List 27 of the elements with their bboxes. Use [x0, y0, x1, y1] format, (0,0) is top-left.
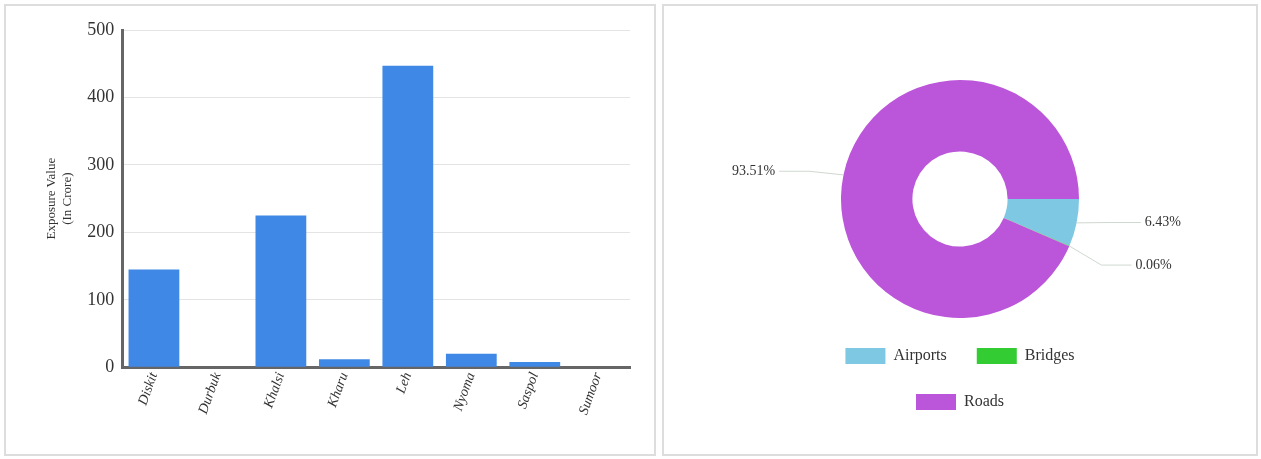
x-tick-label: Diskit [134, 369, 161, 408]
bar [509, 361, 561, 367]
x-tick-label: Nyoma [449, 370, 478, 414]
y-tick-label: 400 [87, 86, 115, 107]
y-tick-label: 500 [87, 18, 115, 39]
legend-label: Bridges [1024, 346, 1075, 365]
x-tick-label: Leh [392, 370, 415, 397]
y-tick-label: 300 [87, 153, 115, 174]
x-tick-label: Kharu [323, 370, 351, 411]
data-label: 0.06% [1135, 256, 1172, 272]
y-axis-title: Exposure Value (In Crore) [43, 157, 74, 240]
data-label: 93.51% [732, 162, 776, 178]
bar [128, 269, 180, 367]
bar [382, 65, 434, 367]
data-label: 6.43% [1144, 214, 1182, 230]
y-tick-label: 200 [87, 221, 115, 242]
bar [255, 215, 307, 367]
legend-label: Airports [893, 346, 947, 365]
legend-label: Roads [964, 392, 1004, 410]
y-tick-label: 0 [105, 356, 115, 377]
x-tick-label: Saspol [514, 370, 542, 411]
x-tick-label: Khalsi [260, 370, 288, 411]
bar [318, 359, 370, 367]
y-tick-label: 100 [87, 288, 115, 309]
x-tick-label: Sumoor [575, 369, 605, 417]
x-tick-label: Durbuk [194, 369, 224, 417]
bar [445, 353, 497, 367]
